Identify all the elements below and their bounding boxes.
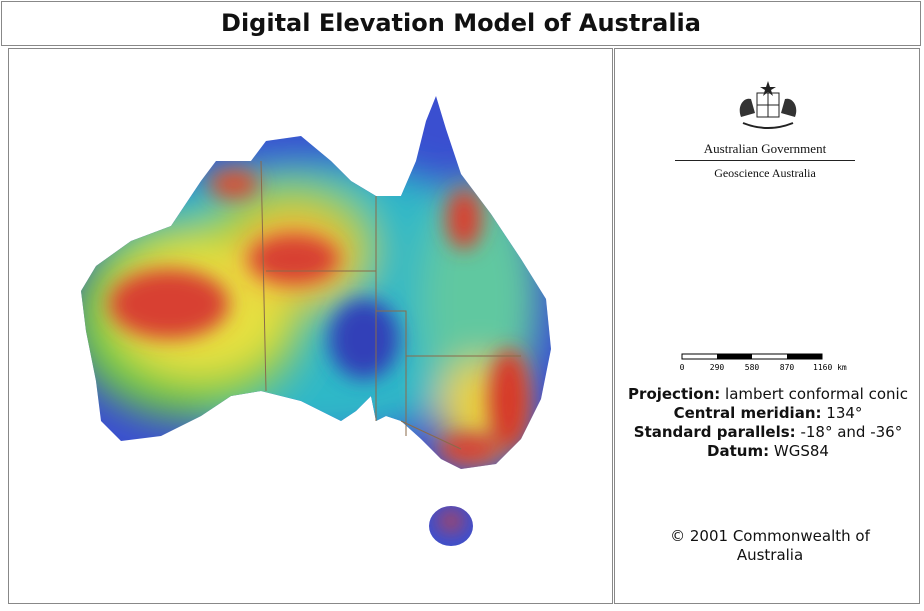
scale-label: 0 <box>680 363 685 372</box>
scale-label: 290 <box>710 363 725 372</box>
info-row: Datum: WGS84 <box>628 442 908 461</box>
info-row: Standard parallels: -18° and -36° <box>628 423 908 442</box>
map <box>81 96 551 546</box>
info-row: Central meridian: 134° <box>628 404 908 423</box>
state-borders <box>260 160 521 450</box>
logo-line2: Geoscience Australia <box>714 166 816 180</box>
info-panel: Australian Government Geoscience Austral… <box>614 48 920 604</box>
copyright: © 2001 Commonwealth of Australia <box>670 527 870 564</box>
info-value: -18° and -36° <box>800 423 903 441</box>
info-label: Standard parallels: <box>633 423 796 441</box>
logo: Australian Government Geoscience Austral… <box>675 141 855 181</box>
info-value: 134° <box>826 404 863 422</box>
scale-bar: 0 290 580 870 1160 km <box>680 353 847 372</box>
info-label: Central meridian: <box>673 404 822 422</box>
scale-label: 580 <box>745 363 760 372</box>
info-label: Projection: <box>628 385 721 403</box>
scale-label: 870 <box>780 363 795 372</box>
info-value: WGS84 <box>773 442 829 460</box>
logo-line1: Australian Government <box>675 141 855 161</box>
map-panel <box>8 48 613 604</box>
info-value: lambert conformal conic <box>725 385 908 403</box>
info-row: Projection: lambert conformal conic <box>628 385 908 404</box>
title: Digital Elevation Model of Australia <box>1 1 921 46</box>
elevation <box>81 96 551 546</box>
crest <box>739 81 797 129</box>
scale-label: 1160 km <box>813 363 847 372</box>
info-label: Datum: <box>707 442 770 460</box>
projection-info: Projection: lambert conformal conic Cent… <box>628 385 908 461</box>
